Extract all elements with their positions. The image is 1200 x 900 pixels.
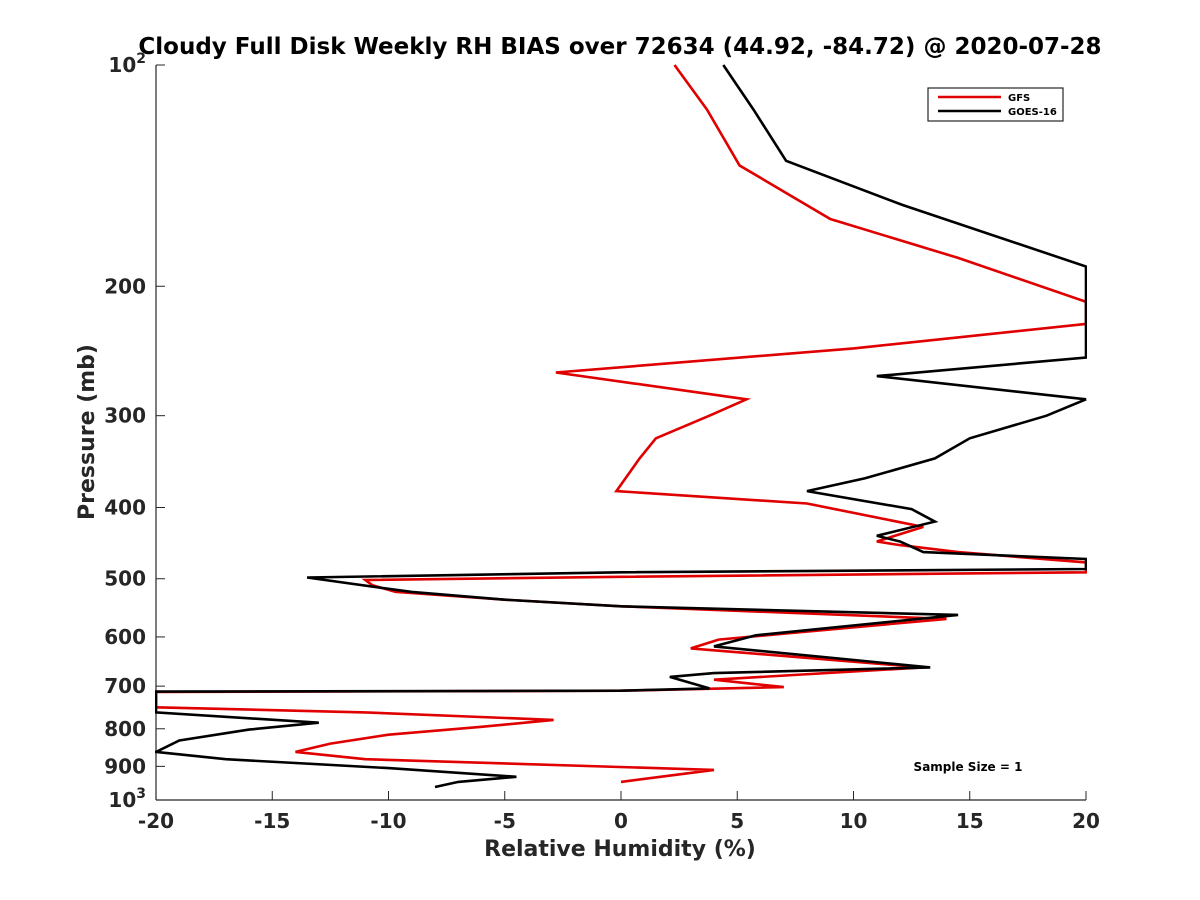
y-tick-label: 900 bbox=[104, 754, 146, 778]
x-axis: -20 -15 -10 -5 0 5 10 15 20 bbox=[138, 791, 1100, 833]
x-tick-label: -15 bbox=[254, 809, 290, 833]
plot-area bbox=[155, 65, 1086, 801]
chart-title: Cloudy Full Disk Weekly RH BIAS over 726… bbox=[138, 34, 1101, 60]
y-tick-label: 400 bbox=[104, 496, 146, 520]
x-tick-label: -10 bbox=[370, 809, 406, 833]
x-tick-label: 20 bbox=[1072, 809, 1100, 833]
legend-box bbox=[927, 87, 1064, 122]
x-tick-label: -20 bbox=[138, 809, 174, 833]
y-tick-label: 500 bbox=[104, 567, 146, 591]
y-axis-label: Pressure (mb) bbox=[75, 344, 100, 520]
series-line-gfs bbox=[155, 64, 1087, 784]
x-tick-label: 15 bbox=[956, 809, 984, 833]
y-axis: 102 200 300 400 500 600 700 800 900 103 bbox=[104, 51, 165, 812]
legend: GFS GOES-16 bbox=[927, 87, 1064, 122]
x-tick-label: 5 bbox=[730, 809, 744, 833]
y-tick-label: 103 bbox=[108, 786, 146, 812]
y-tick-label: 800 bbox=[104, 717, 146, 741]
series-line-goes-16 bbox=[155, 64, 1087, 789]
legend-label: GFS bbox=[1008, 93, 1030, 104]
plot-background bbox=[156, 65, 1086, 800]
series-layer bbox=[155, 64, 1087, 789]
y-tick-label: 700 bbox=[104, 674, 146, 698]
legend-label: GOES-16 bbox=[1008, 107, 1057, 118]
x-tick-label: -5 bbox=[494, 809, 516, 833]
sample-size-annotation: Sample Size = 1 bbox=[914, 760, 1023, 774]
y-tick-label: 200 bbox=[104, 274, 146, 298]
y-tick-label: 300 bbox=[104, 404, 146, 428]
x-axis-label: Relative Humidity (%) bbox=[484, 837, 756, 862]
x-tick-label: 10 bbox=[840, 809, 868, 833]
y-tick-label: 102 bbox=[108, 51, 146, 77]
y-tick-label: 600 bbox=[104, 625, 146, 649]
x-tick-label: 0 bbox=[614, 809, 628, 833]
